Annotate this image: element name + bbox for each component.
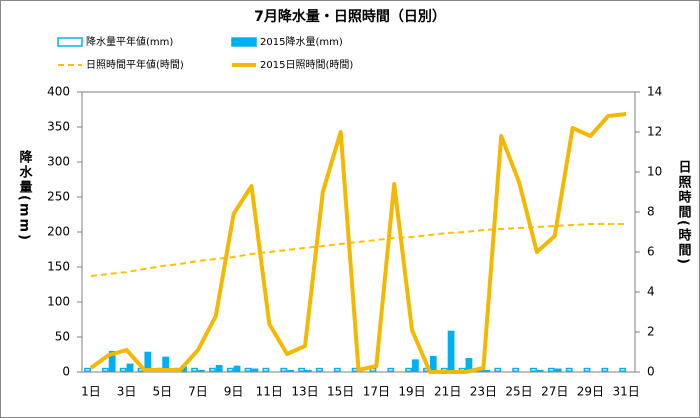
bar [144,351,152,372]
x-tick-label: 31日 [612,385,639,399]
x-tick-label: 9日 [224,385,244,399]
bar [119,367,127,372]
x-tick-label: 15日 [327,385,354,399]
y-tick-label: 0 [62,365,70,379]
y-tick-label: 250 [47,190,70,204]
y-tick-label: 150 [47,260,70,274]
bar [84,367,91,372]
bar [405,367,413,372]
bar [191,367,198,372]
bar [162,356,170,372]
y2-tick-label: 4 [647,285,655,299]
bar [494,367,502,372]
x-tick-label: 19日 [398,385,425,399]
x-tick-label: 11日 [256,385,283,399]
bar [244,367,252,372]
bar [429,355,437,372]
bar [547,367,555,372]
bar [298,367,305,372]
bar [226,367,234,372]
y-tick-label: 400 [47,85,70,99]
bar [512,367,520,372]
y-axis-title: 降水量(mm) [17,149,33,242]
bar [536,369,544,372]
x-tick-label: 29日 [577,385,604,399]
chart-title: 7月降水量・日照時間（日別） [254,8,446,25]
y2-axis-title: 日照時間(時間) [676,160,692,266]
y-tick-label: 200 [47,225,70,239]
x-tick-label: 23日 [470,385,497,399]
bar [583,367,591,372]
legend-swatch [231,37,257,47]
x-tick-label: 17日 [363,385,390,399]
y2-tick-label: 8 [647,205,655,219]
bar [619,367,627,372]
bar [304,369,312,372]
x-tick-label: 5日 [152,385,172,399]
line [89,112,627,374]
y-tick-label: 350 [47,120,70,134]
bar [101,367,109,372]
bar [287,369,294,372]
bar [387,367,395,372]
bar [530,367,537,372]
bar [465,358,473,372]
bar [251,368,259,372]
bar [197,369,205,372]
bar [316,367,323,372]
y2-tick-label: 2 [647,325,655,339]
bar [262,367,270,372]
y-tick-label: 50 [55,330,70,344]
y-tick-label: 300 [47,155,70,169]
bar [412,359,419,372]
bar [601,367,609,372]
bar [209,367,216,372]
bar [280,367,288,372]
legend-swatch [57,37,83,47]
bar [215,365,223,372]
y2-tick-label: 0 [647,365,655,379]
y2-tick-label: 10 [647,165,662,179]
x-tick-label: 1日 [81,385,101,399]
y2-tick-label: 14 [647,85,662,99]
bar [233,365,241,372]
bar [108,351,116,372]
line [90,223,627,277]
bar [180,366,187,372]
x-tick-label: 7日 [188,385,208,399]
bar [565,367,573,372]
x-tick-label: 27日 [541,385,568,399]
legend-label: 降水量平年値(mm) [86,35,173,48]
y2-tick-label: 12 [647,125,662,139]
x-tick-label: 13日 [291,385,318,399]
x-tick-label: 3日 [117,385,137,399]
bar [447,330,455,372]
y2-tick-label: 6 [647,245,655,259]
bar [126,363,134,372]
legend-label: 2015日照時間(時間) [260,59,353,71]
y-tick-label: 100 [47,295,70,309]
x-tick-label: 21日 [434,385,461,399]
bar [554,368,562,372]
legend-label: 2015降水量(mm) [260,35,343,48]
legend-label: 日照時間平年値(時間) [86,58,184,71]
bar [483,369,491,372]
bar [333,367,341,372]
x-tick-label: 25日 [505,385,532,399]
